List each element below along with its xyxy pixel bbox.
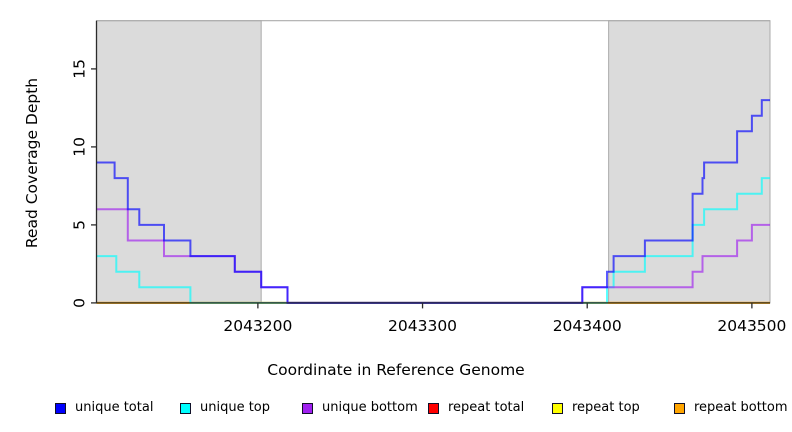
- unique-bottom-swatch-icon: [302, 402, 313, 414]
- legend-item-unique-bottom: unique bottom: [302, 400, 418, 416]
- x-tick-label: 2043300: [388, 317, 457, 335]
- x-axis-label: Coordinate in Reference Genome: [267, 361, 525, 379]
- x-tick-label: 2043400: [553, 317, 622, 335]
- legend-label: repeat top: [572, 400, 640, 415]
- repeat-top-swatch-icon: [552, 402, 563, 414]
- y-axis-label: Read Coverage Depth: [23, 77, 41, 249]
- series-line-unique-total: [96, 99, 770, 304]
- unique-total-swatch-icon: [55, 402, 66, 414]
- repeat-region-shade: [96, 20, 262, 304]
- y-tick-label: 5: [71, 220, 89, 230]
- legend-label: unique bottom: [322, 400, 418, 415]
- repeat-bottom-swatch-icon: [674, 402, 685, 414]
- legend: unique total unique top unique bottom re…: [0, 400, 792, 420]
- legend-item-repeat-total: repeat total: [428, 400, 524, 416]
- x-tick-label: 2043200: [223, 317, 292, 335]
- legend-label: unique total: [75, 400, 154, 415]
- repeat-total-swatch-icon: [428, 402, 439, 414]
- legend-item-repeat-bottom: repeat bottom: [674, 400, 788, 416]
- legend-label: unique top: [200, 400, 271, 415]
- legend-label: repeat bottom: [694, 400, 788, 415]
- legend-label: repeat total: [448, 400, 525, 415]
- y-tick-label: 15: [71, 59, 89, 79]
- y-tick-label: 0: [71, 298, 89, 308]
- repeat-region-shade: [608, 20, 771, 304]
- legend-item-unique-top: unique top: [180, 400, 270, 416]
- legend-item-unique-total: unique total: [55, 400, 153, 416]
- legend-item-repeat-top: repeat top: [552, 400, 640, 416]
- series-line-unique-top: [96, 177, 770, 304]
- unique-top-swatch-icon: [180, 402, 191, 414]
- y-tick-label: 10: [71, 137, 89, 157]
- x-tick-label: 2043500: [717, 317, 786, 335]
